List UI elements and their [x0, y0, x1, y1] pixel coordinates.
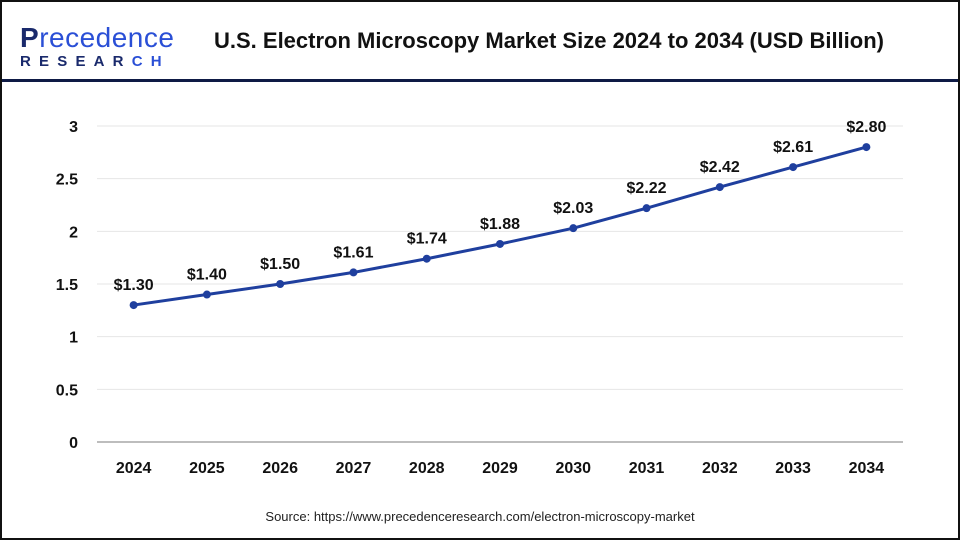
data-point: [349, 268, 358, 277]
x-tick-label: 2033: [775, 460, 811, 477]
y-tick-label: 1: [69, 330, 78, 347]
x-tick-label: 2028: [409, 460, 445, 477]
y-tick-label: 1.5: [56, 277, 78, 294]
header: Precedence RESEARCH U.S. Electron Micros…: [2, 2, 958, 79]
data-label: $1.30: [114, 277, 154, 294]
data-label: $1.40: [187, 267, 227, 284]
y-tick-label: 2.5: [56, 172, 78, 189]
data-label: $2.03: [553, 200, 593, 217]
logo-wordmark: Precedence: [20, 24, 174, 52]
data-label: $1.88: [480, 216, 520, 233]
brand-logo: Precedence RESEARCH: [20, 24, 174, 71]
header-divider: [2, 79, 958, 82]
logo-subtitle: RESEARCH: [20, 53, 174, 70]
x-tick-label: 2027: [336, 460, 372, 477]
data-label: $1.74: [407, 231, 447, 248]
data-point: [642, 204, 651, 213]
logo-initial: P: [20, 22, 40, 53]
data-point: [715, 183, 724, 192]
data-point: [789, 163, 798, 172]
x-tick-label: 2025: [189, 460, 225, 477]
data-label: $2.42: [700, 159, 740, 176]
y-tick-label: 0: [69, 435, 78, 452]
data-point: [202, 290, 211, 299]
data-point: [496, 239, 504, 248]
y-tick-label: 2: [69, 224, 78, 241]
logo-subtitle-accent: CH: [131, 53, 170, 70]
y-tick-label: 3: [69, 119, 78, 136]
data-label: $2.61: [773, 139, 813, 156]
source-note: Source: https://www.precedenceresearch.c…: [265, 509, 695, 524]
x-tick-label: 2026: [262, 460, 298, 477]
logo-word-rest: recedence: [39, 22, 175, 53]
data-label: $2.80: [846, 119, 886, 136]
logo-subtitle-main: RESEAR: [20, 53, 132, 70]
data-point: [569, 224, 578, 233]
data-point: [276, 280, 285, 288]
y-tick-label: 0.5: [56, 382, 78, 399]
data-label: $1.50: [260, 256, 300, 273]
x-tick-label: 2029: [482, 460, 518, 477]
data-point: [129, 301, 138, 310]
x-tick-label: 2031: [629, 460, 665, 477]
x-tick-label: 2034: [849, 460, 885, 477]
data-label: $2.22: [627, 180, 667, 197]
x-tick-label: 2024: [116, 460, 152, 477]
data-point: [422, 254, 431, 263]
data-point: [862, 143, 871, 152]
x-tick-label: 2030: [555, 460, 591, 477]
data-label: $1.61: [333, 244, 373, 261]
chart-title: U.S. Electron Microscopy Market Size 202…: [214, 28, 884, 53]
x-tick-label: 2032: [702, 460, 738, 477]
